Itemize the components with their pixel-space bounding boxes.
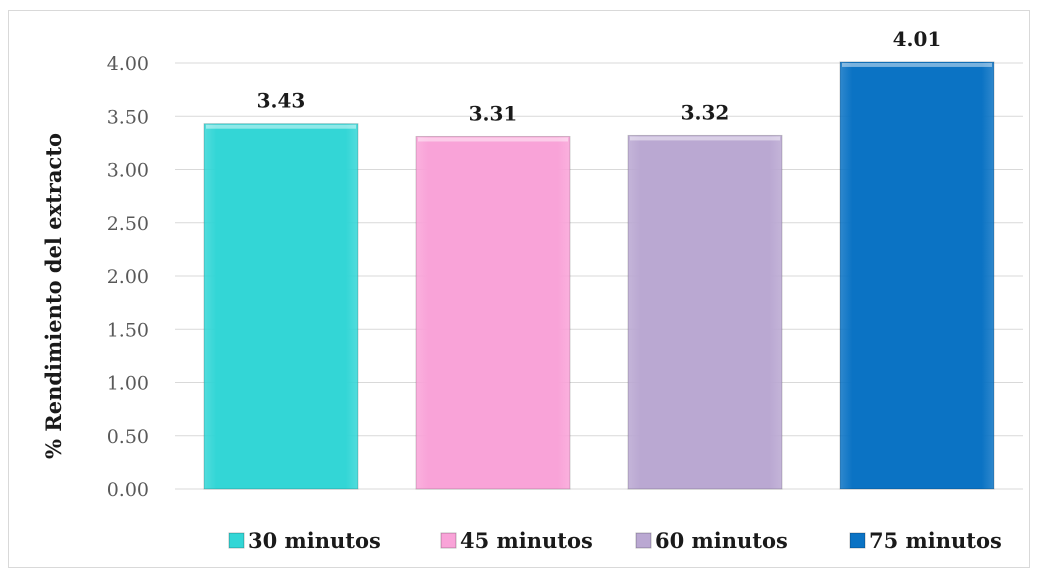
data-label: 3.31: [469, 101, 518, 125]
legend: 30 minutos 45 minutos 60 minutos 75 minutos: [228, 528, 1002, 553]
y-tick-label: 2.50: [107, 213, 149, 235]
legend-label: 30 minutos: [248, 528, 381, 553]
bar-45-minutos: [415, 135, 571, 490]
y-tick-label: 3.50: [107, 106, 149, 128]
data-label: 3.43: [257, 89, 306, 113]
y-tick-label: 2.00: [107, 266, 149, 288]
y-tick-label: 0.00: [107, 479, 149, 501]
y-tick-label: 0.50: [107, 426, 149, 448]
bar-bevel: [418, 137, 568, 142]
legend-label: 45 minutos: [460, 528, 593, 553]
bar-bevel: [630, 136, 780, 141]
data-label: 3.32: [681, 100, 730, 124]
y-tick-label: 1.00: [107, 373, 149, 395]
y-tick-label: 1.50: [107, 319, 149, 341]
legend-label: 75 minutos: [869, 528, 1002, 553]
bar-30-minutos: [203, 123, 359, 490]
legend-swatch: [228, 532, 245, 549]
legend-swatch: [849, 532, 866, 549]
bar-bevel: [842, 62, 992, 67]
y-tick-label: 4.00: [107, 53, 149, 75]
bars: [203, 61, 995, 490]
data-labels: 3.43 3.31 3.32 4.01: [257, 27, 942, 126]
legend-swatch: [635, 532, 652, 549]
chart-frame: 0.00 0.50 1.00 1.50 2.00 2.50 3.00 3.50 4.00 3.4…: [8, 10, 1030, 568]
bar-75-minutos: [839, 61, 995, 490]
data-label: 4.01: [893, 27, 942, 51]
bar-chart: 0.00 0.50 1.00 1.50 2.00 2.50 3.00 3.50 4.00 3.4…: [41, 27, 1023, 553]
y-axis-ticks: 0.00 0.50 1.00 1.50 2.00 2.50 3.00 3.50 4.00: [107, 53, 149, 501]
legend-swatch: [440, 532, 457, 549]
bar-bevel: [206, 124, 356, 129]
bar-60-minutos: [627, 134, 783, 490]
y-axis-title: % Rendimiento del extracto: [41, 133, 66, 459]
y-tick-label: 3.00: [107, 160, 149, 182]
legend-label: 60 minutos: [655, 528, 788, 553]
